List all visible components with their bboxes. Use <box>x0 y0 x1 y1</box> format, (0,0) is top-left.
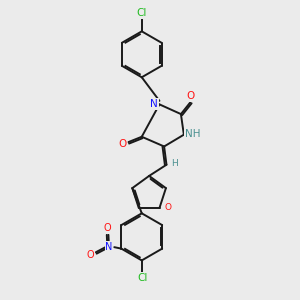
Text: H: H <box>171 159 178 168</box>
Text: Cl: Cl <box>136 8 147 18</box>
Text: N: N <box>150 99 158 109</box>
Text: NH: NH <box>185 129 200 139</box>
Text: O: O <box>164 203 171 212</box>
Text: O: O <box>87 250 94 260</box>
Text: O: O <box>118 139 126 149</box>
Text: Cl: Cl <box>137 273 148 283</box>
Text: N: N <box>105 242 113 252</box>
Text: O: O <box>104 223 112 233</box>
Text: O: O <box>187 91 195 101</box>
